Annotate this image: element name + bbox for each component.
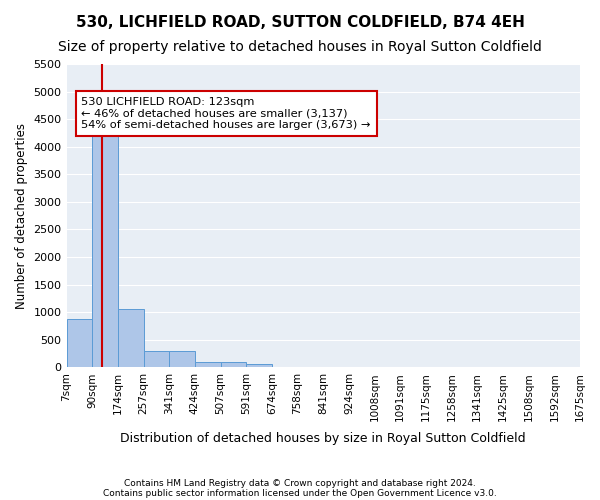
Bar xyxy=(92,116,118,368)
Bar xyxy=(67,319,92,368)
Bar xyxy=(169,352,195,368)
Text: 530, LICHFIELD ROAD, SUTTON COLDFIELD, B74 4EH: 530, LICHFIELD ROAD, SUTTON COLDFIELD, B… xyxy=(76,15,524,30)
Text: Contains HM Land Registry data © Crown copyright and database right 2024.: Contains HM Land Registry data © Crown c… xyxy=(124,478,476,488)
Bar xyxy=(143,352,169,368)
Bar xyxy=(246,364,272,368)
X-axis label: Distribution of detached houses by size in Royal Sutton Coldfield: Distribution of detached houses by size … xyxy=(121,432,526,445)
Text: Size of property relative to detached houses in Royal Sutton Coldfield: Size of property relative to detached ho… xyxy=(58,40,542,54)
Bar xyxy=(195,362,221,368)
Y-axis label: Number of detached properties: Number of detached properties xyxy=(15,122,28,308)
Bar xyxy=(118,309,143,368)
Bar xyxy=(221,362,246,368)
Text: Contains public sector information licensed under the Open Government Licence v3: Contains public sector information licen… xyxy=(103,488,497,498)
Text: 530 LICHFIELD ROAD: 123sqm
← 46% of detached houses are smaller (3,137)
54% of s: 530 LICHFIELD ROAD: 123sqm ← 46% of deta… xyxy=(82,97,371,130)
